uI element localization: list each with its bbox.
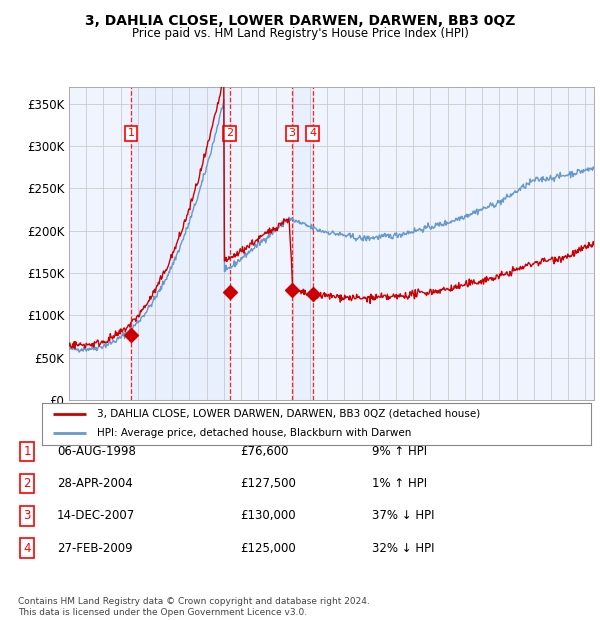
Text: £76,600: £76,600 bbox=[240, 445, 289, 458]
Text: £130,000: £130,000 bbox=[240, 510, 296, 522]
Text: 32% ↓ HPI: 32% ↓ HPI bbox=[372, 542, 434, 554]
Text: 28-APR-2004: 28-APR-2004 bbox=[57, 477, 133, 490]
Text: £127,500: £127,500 bbox=[240, 477, 296, 490]
Text: 1% ↑ HPI: 1% ↑ HPI bbox=[372, 477, 427, 490]
Text: 3, DAHLIA CLOSE, LOWER DARWEN, DARWEN, BB3 0QZ: 3, DAHLIA CLOSE, LOWER DARWEN, DARWEN, B… bbox=[85, 14, 515, 28]
Bar bbox=[292, 87, 313, 400]
Text: 27-FEB-2009: 27-FEB-2009 bbox=[57, 542, 133, 554]
Text: 4: 4 bbox=[23, 542, 31, 554]
Point bbox=[126, 330, 136, 340]
Text: 1: 1 bbox=[127, 128, 134, 138]
Text: 37% ↓ HPI: 37% ↓ HPI bbox=[372, 510, 434, 522]
Text: 06-AUG-1998: 06-AUG-1998 bbox=[57, 445, 136, 458]
Text: 9% ↑ HPI: 9% ↑ HPI bbox=[372, 445, 427, 458]
Text: Contains HM Land Registry data © Crown copyright and database right 2024.
This d: Contains HM Land Registry data © Crown c… bbox=[18, 598, 370, 617]
Text: £125,000: £125,000 bbox=[240, 542, 296, 554]
Text: 3: 3 bbox=[289, 128, 296, 138]
Text: 3, DAHLIA CLOSE, LOWER DARWEN, DARWEN, BB3 0QZ (detached house): 3, DAHLIA CLOSE, LOWER DARWEN, DARWEN, B… bbox=[97, 409, 480, 419]
Point bbox=[308, 289, 317, 299]
Bar bbox=[131, 87, 230, 400]
Point bbox=[287, 285, 297, 295]
Text: 2: 2 bbox=[226, 128, 233, 138]
Point bbox=[225, 287, 235, 297]
Text: 1: 1 bbox=[23, 445, 31, 458]
Text: Price paid vs. HM Land Registry's House Price Index (HPI): Price paid vs. HM Land Registry's House … bbox=[131, 27, 469, 40]
Text: 14-DEC-2007: 14-DEC-2007 bbox=[57, 510, 135, 522]
Text: HPI: Average price, detached house, Blackburn with Darwen: HPI: Average price, detached house, Blac… bbox=[97, 428, 411, 438]
Text: 4: 4 bbox=[309, 128, 316, 138]
Text: 3: 3 bbox=[23, 510, 31, 522]
Text: 2: 2 bbox=[23, 477, 31, 490]
